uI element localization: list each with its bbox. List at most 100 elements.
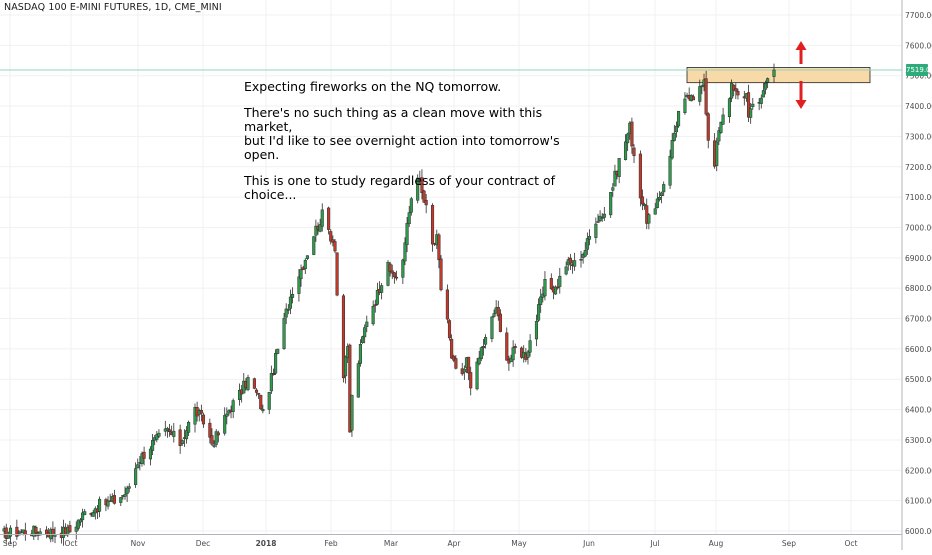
candle[interactable] (732, 84, 736, 97)
candle[interactable] (600, 212, 604, 222)
candle[interactable] (700, 84, 704, 95)
candle[interactable] (4, 523, 8, 543)
candle[interactable] (214, 429, 218, 448)
candle[interactable] (394, 270, 399, 281)
candle[interactable] (766, 77, 770, 89)
candle[interactable] (127, 483, 131, 493)
candle[interactable] (108, 493, 112, 503)
candle[interactable] (344, 355, 348, 384)
candle[interactable] (430, 203, 435, 252)
candle[interactable] (93, 506, 97, 520)
candle[interactable] (477, 350, 481, 366)
candle[interactable] (513, 343, 517, 354)
candle[interactable] (231, 398, 235, 419)
candle[interactable] (74, 521, 78, 540)
candle[interactable] (467, 356, 471, 381)
candle[interactable] (401, 258, 405, 285)
candle[interactable] (543, 271, 547, 301)
candle[interactable] (715, 137, 719, 172)
candle[interactable] (553, 285, 558, 295)
candle[interactable] (68, 520, 72, 533)
candle[interactable] (252, 377, 256, 390)
candle[interactable] (626, 132, 630, 152)
candle[interactable] (155, 431, 159, 443)
candle[interactable] (297, 268, 301, 302)
candle[interactable] (363, 324, 367, 344)
candle[interactable] (187, 420, 191, 437)
candle[interactable] (184, 426, 189, 444)
candle[interactable] (454, 355, 458, 370)
candle[interactable] (596, 213, 600, 223)
candle[interactable] (259, 394, 263, 410)
candle[interactable] (484, 334, 488, 349)
candle[interactable] (706, 112, 710, 149)
candle[interactable] (365, 315, 369, 333)
candle[interactable] (320, 203, 324, 232)
candle[interactable] (672, 124, 676, 142)
candle[interactable] (375, 282, 379, 306)
candle[interactable] (76, 519, 80, 531)
candle[interactable] (254, 388, 259, 397)
candle[interactable] (291, 287, 295, 304)
candle[interactable] (125, 485, 129, 502)
candle[interactable] (350, 394, 354, 437)
candle[interactable] (719, 121, 723, 134)
candle[interactable] (583, 242, 587, 258)
candle[interactable] (668, 149, 672, 190)
candle[interactable] (564, 261, 568, 276)
candle[interactable] (511, 340, 515, 367)
candle[interactable] (312, 235, 316, 256)
candle[interactable] (388, 261, 392, 277)
candle[interactable] (165, 426, 169, 438)
candle[interactable] (403, 237, 407, 266)
candle[interactable] (602, 206, 606, 221)
candle[interactable] (717, 127, 721, 146)
candle[interactable] (157, 429, 161, 438)
candle[interactable] (727, 97, 732, 123)
candle[interactable] (609, 191, 613, 219)
candle[interactable] (630, 117, 634, 154)
candle[interactable] (180, 439, 184, 446)
candle[interactable] (704, 70, 708, 116)
candle[interactable] (257, 392, 261, 399)
candle[interactable] (348, 343, 352, 433)
candle[interactable] (172, 422, 176, 443)
candle[interactable] (691, 94, 695, 101)
candle[interactable] (386, 260, 390, 287)
candle[interactable] (479, 346, 483, 362)
candle[interactable] (373, 299, 377, 313)
candle[interactable] (286, 304, 290, 315)
candle[interactable] (422, 189, 426, 203)
candle[interactable] (761, 83, 765, 98)
candle[interactable] (405, 216, 409, 253)
candle[interactable] (303, 258, 307, 275)
candle[interactable] (199, 404, 203, 422)
candle[interactable] (445, 284, 449, 324)
candle[interactable] (178, 424, 182, 454)
candle[interactable] (392, 271, 396, 284)
candle[interactable] (331, 235, 335, 247)
candle[interactable] (284, 303, 288, 325)
candle[interactable] (23, 522, 27, 541)
candle[interactable] (112, 489, 116, 505)
candle[interactable] (763, 80, 768, 95)
candle[interactable] (329, 229, 333, 245)
candle[interactable] (640, 189, 645, 211)
candle[interactable] (585, 232, 589, 255)
candle[interactable] (496, 300, 500, 321)
candle[interactable] (568, 253, 572, 271)
candle[interactable] (371, 300, 375, 326)
candle[interactable] (225, 407, 229, 425)
candle[interactable] (751, 97, 755, 110)
candle[interactable] (447, 318, 452, 341)
candle[interactable] (492, 309, 496, 318)
candle[interactable] (261, 404, 265, 414)
candle[interactable] (617, 158, 621, 184)
candle[interactable] (78, 518, 83, 526)
candle[interactable] (237, 383, 242, 406)
candle[interactable] (579, 250, 583, 268)
candle[interactable] (416, 174, 420, 204)
candle[interactable] (136, 458, 140, 469)
candle[interactable] (409, 196, 413, 216)
candle[interactable] (305, 255, 309, 260)
